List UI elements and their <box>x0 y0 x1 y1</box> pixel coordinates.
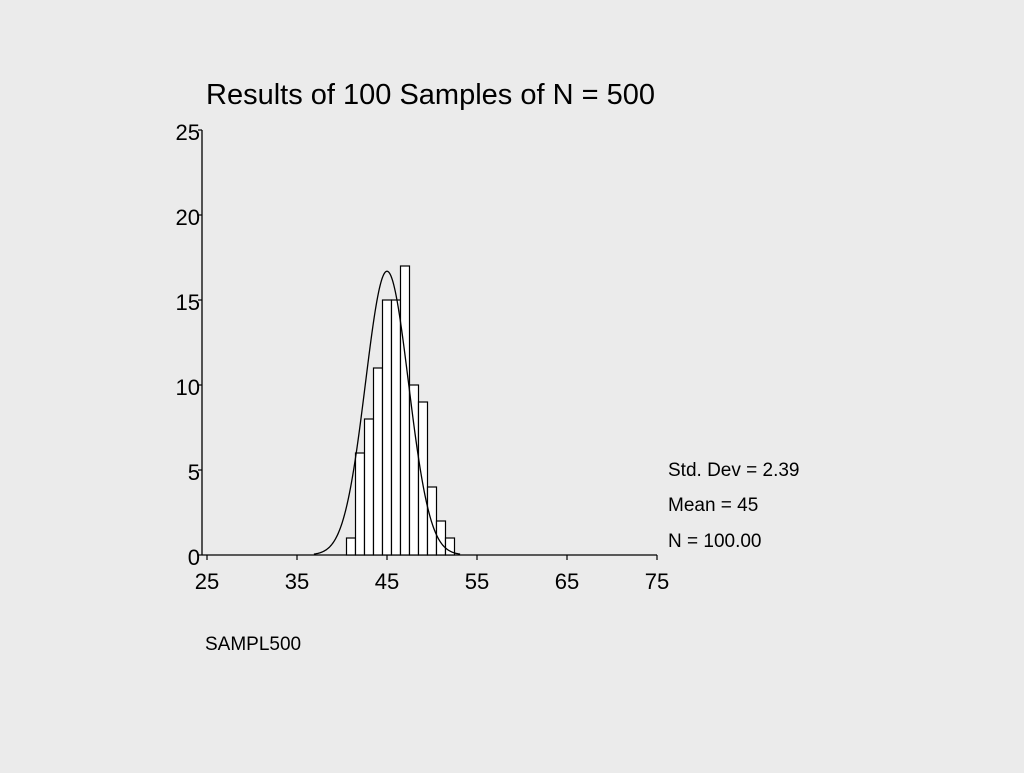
normal-curve-line <box>313 270 461 555</box>
x-tick-label: 65 <box>555 569 579 594</box>
x-axis-label: SAMPL500 <box>205 634 301 655</box>
histogram-bar <box>390 299 402 556</box>
axes: 0 5 10 15 20 25 25 35 45 55 65 75 <box>176 120 670 594</box>
histogram-bar <box>345 537 357 556</box>
x-tick-label: 55 <box>465 569 489 594</box>
histogram-bar <box>417 401 429 556</box>
x-tick-label: 75 <box>645 569 669 594</box>
x-tick-label: 25 <box>195 569 219 594</box>
x-tick-label: 45 <box>375 569 399 594</box>
chart-title: Results of 100 Samples of N = 500 <box>206 79 655 111</box>
histogram-bar <box>408 384 420 556</box>
histogram-bar <box>354 452 366 556</box>
y-tick-label: 15 <box>176 290 200 315</box>
histogram-bar <box>381 299 393 556</box>
std-dev-label: Std. Dev = 2.39 <box>668 460 800 481</box>
histogram-bars <box>345 265 456 556</box>
histogram-bar <box>426 486 438 556</box>
normal-curve <box>313 270 461 555</box>
histogram-bar <box>372 367 384 556</box>
histogram-bar <box>363 418 375 556</box>
mean-label: Mean = 45 <box>668 495 758 516</box>
x-tick-label: 35 <box>285 569 309 594</box>
n-label: N = 100.00 <box>668 531 762 552</box>
y-tick-label: 10 <box>176 375 200 400</box>
histogram-bar <box>399 265 411 556</box>
y-tick-label: 25 <box>176 120 200 145</box>
histogram-bar <box>444 537 456 556</box>
y-tick-label: 5 <box>188 460 200 485</box>
y-tick-label: 20 <box>176 205 200 230</box>
y-tick-label: 0 <box>188 545 200 570</box>
